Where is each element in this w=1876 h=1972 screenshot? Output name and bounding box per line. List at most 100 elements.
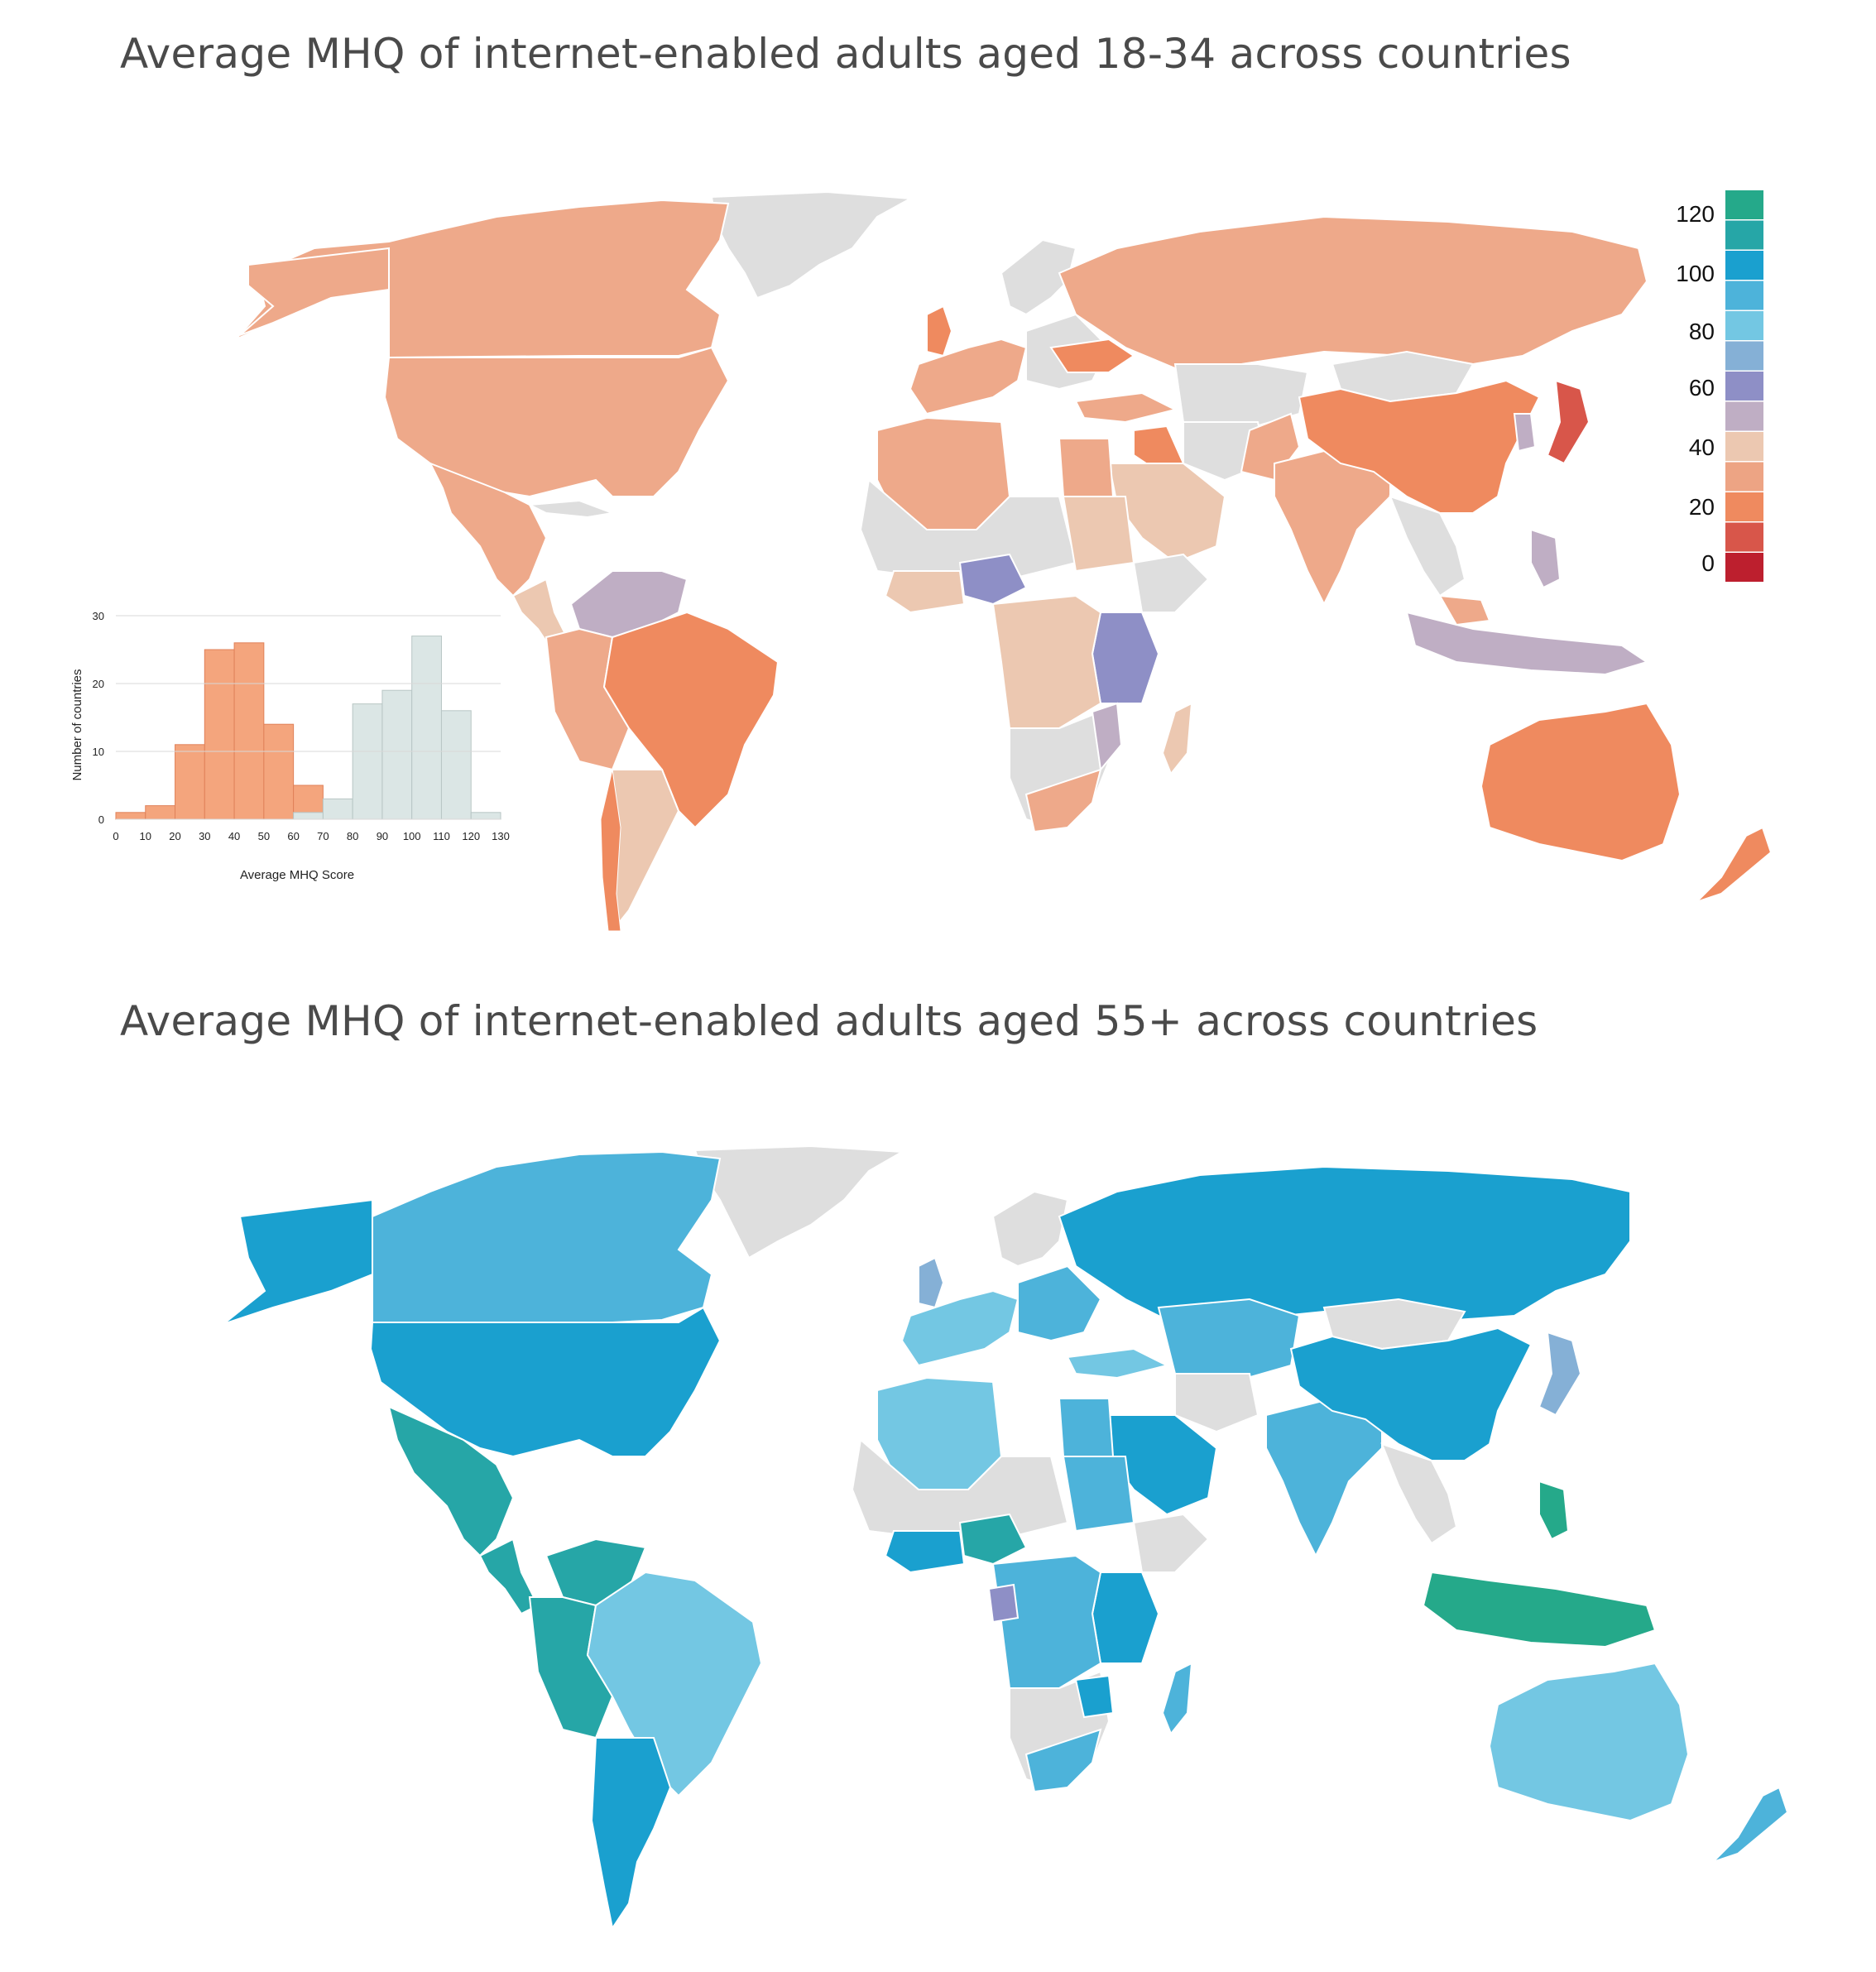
legend-label: 100 — [1676, 261, 1715, 286]
west-africa-coast — [884, 570, 966, 614]
ethiopia-horn — [1132, 1513, 1210, 1573]
histogram-xtick: 40 — [228, 830, 240, 842]
greenland — [710, 190, 914, 300]
usa — [383, 346, 730, 498]
argentina-chile — [590, 1737, 672, 1931]
histogram-xtick: 90 — [377, 830, 388, 842]
legend-label: 40 — [1689, 434, 1715, 460]
legend-swatch — [1725, 401, 1763, 431]
new-zealand — [1712, 1786, 1789, 1863]
scandinavia — [991, 1190, 1069, 1268]
legend-swatch — [1725, 251, 1763, 280]
histogram-xtick: 120 — [462, 830, 480, 842]
histogram-xlabel: Average MHQ Score — [240, 868, 354, 882]
map-title-55-plus: Average MHQ of internet-enabled adults a… — [120, 997, 1538, 1045]
world-map-18-34: 120 100 80 60 40 20 0 — [235, 190, 1773, 933]
legend-label: 20 — [1689, 494, 1715, 520]
histogram-bar — [440, 710, 472, 820]
turkey — [1074, 391, 1178, 424]
alaska — [223, 1198, 373, 1325]
central-africa — [991, 594, 1102, 729]
legend-label: 0 — [1701, 550, 1715, 576]
nigeria — [958, 553, 1028, 606]
histogram-xtick: 10 — [140, 830, 151, 842]
india — [1265, 1397, 1383, 1558]
map-title-18-34: Average MHQ of internet-enabled adults a… — [120, 30, 1571, 78]
west-africa-coast — [884, 1530, 966, 1574]
uk — [918, 1256, 945, 1309]
new-zealand — [1696, 826, 1773, 903]
egypt — [1058, 1398, 1115, 1457]
japan — [1538, 1331, 1582, 1417]
uk — [926, 305, 953, 357]
cuba — [526, 499, 616, 519]
histogram-xtick: 50 — [258, 830, 270, 842]
ukraine — [1049, 338, 1135, 373]
greenland — [693, 1144, 905, 1259]
ethiopia-horn — [1132, 553, 1210, 613]
madagascar — [1161, 1662, 1193, 1735]
legend-swatch — [1725, 220, 1763, 250]
southeast-asia — [1389, 495, 1466, 597]
legend-swatch — [1725, 553, 1763, 582]
scandinavia — [1000, 238, 1077, 316]
legend-swatch — [1725, 492, 1763, 521]
histogram-xtick: 60 — [287, 830, 299, 842]
histogram-ytick: 30 — [93, 610, 104, 622]
legend-swatch — [1725, 522, 1763, 552]
turkey — [1066, 1347, 1169, 1379]
zimbabwe — [1074, 1674, 1115, 1719]
histogram-bar — [411, 636, 442, 820]
histogram-bar — [322, 798, 353, 820]
histogram-bar — [233, 642, 265, 820]
histogram-xtick: 80 — [347, 830, 358, 842]
sudan — [1062, 1456, 1135, 1533]
central-america — [478, 1538, 540, 1615]
brazil — [586, 1571, 763, 1797]
central-asia — [1157, 1298, 1301, 1384]
china — [1289, 1327, 1533, 1461]
histogram-ytick: 20 — [93, 678, 104, 690]
eastern-europe — [1017, 1264, 1102, 1342]
central-africa — [991, 1554, 1102, 1689]
indonesia — [1405, 611, 1649, 676]
histogram-bar — [263, 723, 295, 820]
mozambique — [1091, 702, 1123, 772]
usa — [369, 1306, 722, 1458]
legend-swatch — [1725, 462, 1763, 492]
histogram-xtick: 30 — [199, 830, 210, 842]
histogram-xtick: 20 — [169, 830, 180, 842]
western-europe — [900, 1289, 1020, 1367]
china — [1298, 379, 1541, 514]
canada — [372, 1150, 722, 1323]
histogram-xtick: 70 — [317, 830, 329, 842]
sahara-band — [851, 1438, 1069, 1540]
histogram-xtick: 0 — [113, 830, 118, 842]
malaysia — [1438, 594, 1491, 626]
south-africa — [1024, 768, 1102, 833]
legend-swatch — [1725, 432, 1763, 461]
alaska — [239, 247, 390, 336]
legend-swatch — [1725, 311, 1763, 340]
legend-swatch — [1725, 281, 1763, 310]
southeast-asia — [1380, 1442, 1458, 1545]
legend-label: 120 — [1676, 201, 1715, 227]
philippines — [1538, 1480, 1570, 1541]
histogram-ytick: 0 — [98, 813, 104, 826]
south-africa — [1024, 1728, 1102, 1793]
histogram-bar — [204, 649, 235, 820]
madagascar — [1161, 702, 1193, 775]
russia — [1058, 1165, 1631, 1326]
japan — [1546, 379, 1591, 465]
western-europe — [909, 338, 1028, 415]
legend-label: 80 — [1689, 319, 1715, 344]
legend-swatch — [1725, 341, 1763, 371]
histogram-inset: 0 10 20 30 0 10 20 30 40 50 60 70 80 90 100 110 120 130 A… — [70, 610, 510, 882]
nigeria — [958, 1513, 1028, 1566]
chile — [600, 769, 621, 932]
color-legend: 120 100 80 60 40 20 0 — [1676, 190, 1763, 582]
histogram-xtick: 130 — [492, 830, 510, 842]
australia — [1480, 702, 1682, 862]
brazil — [602, 611, 780, 829]
